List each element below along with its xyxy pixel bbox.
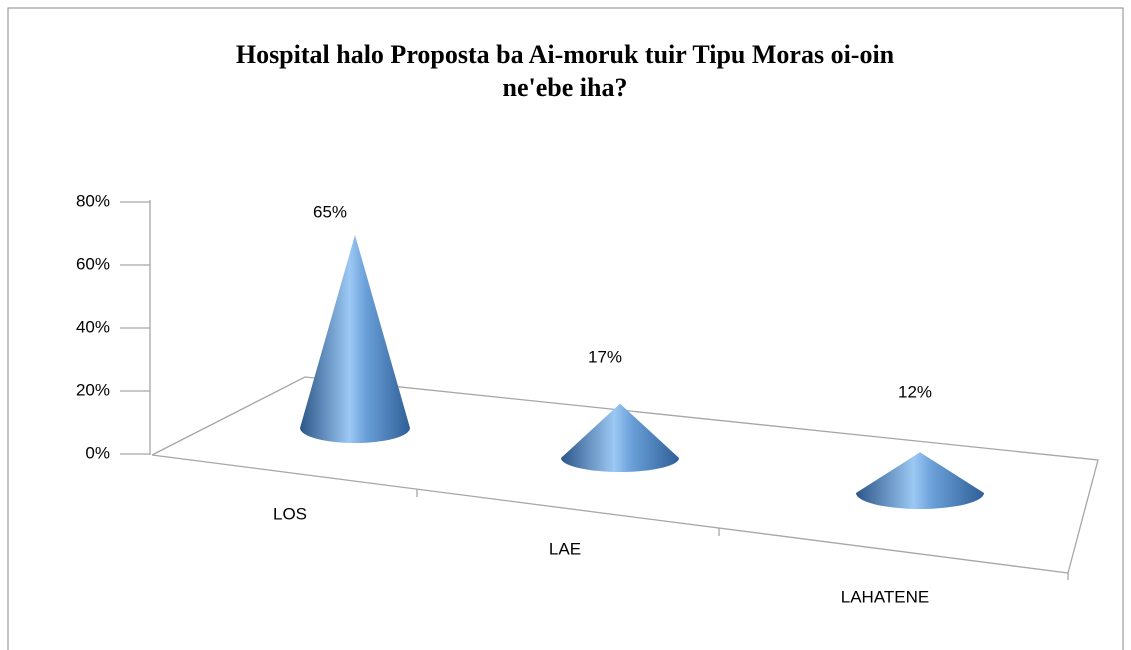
data-label: 65% (313, 202, 347, 221)
y-tick-label: 40% (76, 317, 110, 336)
cone (561, 403, 679, 472)
floor (149, 200, 1099, 580)
y-tick-label: 60% (76, 254, 110, 273)
x-tick-label: LAE (549, 539, 581, 558)
x-tick-label: LOS (273, 504, 307, 523)
chart-border (7, 7, 1124, 650)
data-label: 12% (898, 382, 932, 401)
chart-title: Hospital halo Proposta ba Ai-moruk tuir … (236, 40, 895, 102)
data-label: 17% (588, 347, 622, 366)
y-tick-label: 0% (85, 443, 110, 462)
cone (300, 234, 410, 443)
y-tick-label: 80% (76, 191, 110, 210)
y-tick-label: 20% (76, 380, 110, 399)
x-tick-label: LAHATENE (841, 587, 930, 606)
cone (856, 452, 984, 509)
